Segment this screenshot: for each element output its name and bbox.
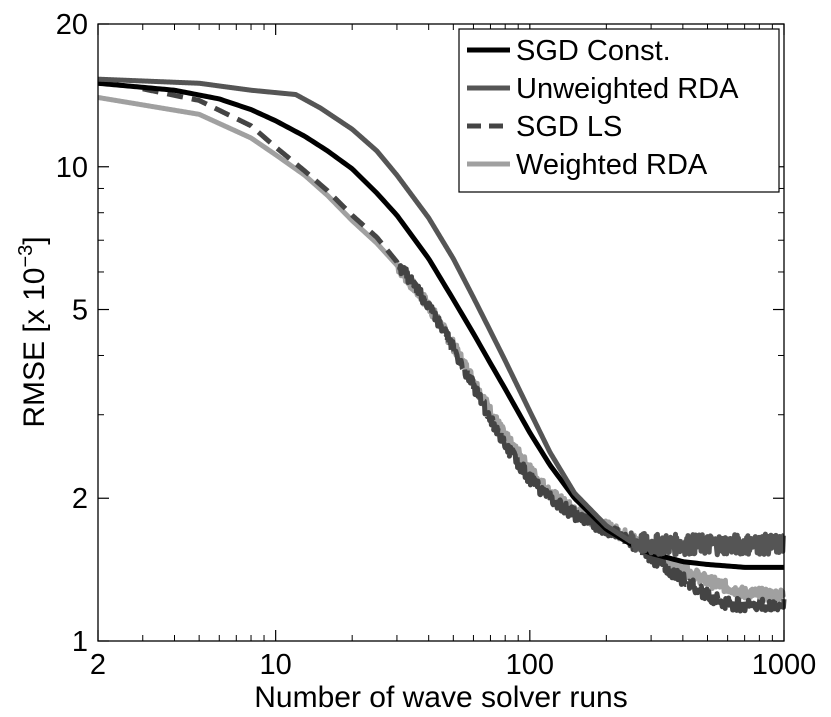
y-axis-label: RMSE [x 10−3]	[15, 236, 51, 427]
legend-label: SGD Const.	[516, 35, 671, 67]
y-axis-label-main: RMSE [x 10	[18, 268, 51, 428]
legend: SGD Const. Unweighted RDA SGD LS Weighted R…	[458, 28, 780, 193]
y-tick-label: 2	[72, 483, 88, 515]
x-tick-label: 100	[506, 649, 554, 681]
x-tick-label: 10	[260, 649, 292, 681]
y-tick-label: 20	[56, 9, 88, 41]
legend-box	[458, 28, 780, 193]
plot-frame	[97, 23, 785, 642]
legend-label: SGD LS	[516, 111, 622, 143]
y-axis-label-close: ]	[18, 236, 51, 244]
x-axis-label: Number of wave solver runs	[254, 681, 627, 714]
y-axis-label-exponent: −3	[15, 245, 37, 268]
series-line-sgd-const	[97, 80, 785, 570]
y-tick-label: 1	[72, 626, 88, 658]
legend-label: Weighted RDA	[516, 149, 708, 181]
legend-label: Unweighted RDA	[516, 73, 739, 105]
series-line-unweighted-rda	[96, 76, 786, 558]
series-line-sgd-ls	[140, 86, 787, 614]
x-tick-label: 1000	[752, 649, 817, 681]
legend-items: SGD Const. Unweighted RDA SGD LS Weighted R…	[467, 35, 739, 181]
y-tick-label: 5	[72, 295, 88, 327]
y-tick-label: 10	[56, 152, 88, 184]
x-tick-label: 2	[90, 649, 106, 681]
series-layer	[96, 76, 787, 614]
